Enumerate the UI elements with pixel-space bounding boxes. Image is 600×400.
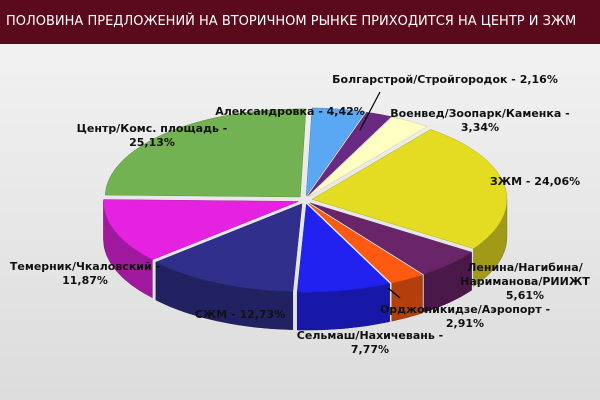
label-line: Военвед/Зоопарк/Каменка - — [390, 107, 569, 120]
label-line: Нариманова/РИИЖТ — [460, 275, 590, 288]
slice — [104, 108, 307, 198]
label-line: 7,77% — [351, 343, 389, 356]
slice — [311, 129, 508, 249]
data-label: Орджоникидзе/Аэропорт -2,91% — [380, 303, 550, 330]
label-line: 25,13% — [129, 136, 175, 149]
label-line: СЖМ - 12,73% — [195, 308, 286, 321]
slice — [308, 203, 424, 284]
slice — [103, 199, 299, 261]
label-line: ЗЖМ - 24,06% — [490, 175, 580, 188]
slice — [296, 203, 391, 293]
label-line: Центр/Комс. площадь - — [77, 122, 228, 135]
slice — [155, 203, 303, 292]
data-label: Центр/Комс. площадь -25,13% — [77, 122, 228, 149]
chart-title: ПОЛОВИНА ПРЕДЛОЖЕНИЙ НА ВТОРИЧНОМ РЫНКЕ … — [0, 0, 600, 44]
label-line: Болгарстрой/Стройгородок - 2,16% — [332, 73, 558, 86]
data-label: Сельмаш/Нахичевань -7,77% — [297, 329, 443, 356]
leader-line — [359, 91, 381, 131]
slice — [308, 116, 428, 197]
data-label: Темерник/Чкаловский -11,87% — [10, 260, 160, 287]
label-line: Александровка - 4,42% — [215, 105, 365, 118]
data-label: Александровка - 4,42% — [215, 105, 365, 118]
data-label: Болгарстрой/Стройгородок - 2,16% — [332, 73, 558, 86]
label-line: 3,34% — [461, 121, 499, 134]
leader-line — [387, 287, 401, 299]
label-line: Ленина/Нагибина/ — [467, 261, 583, 274]
label-line: 2,91% — [446, 317, 484, 330]
slice — [305, 107, 366, 197]
label-line: Темерник/Чкаловский - — [10, 260, 160, 273]
data-label: Военвед/Зоопарк/Каменка -3,34% — [390, 107, 569, 134]
data-label: ЗЖМ - 24,06% — [490, 175, 580, 188]
label-line: Сельмаш/Нахичевань - — [297, 329, 443, 342]
label-line: 11,87% — [62, 274, 108, 287]
slice — [309, 202, 473, 275]
label-line: 5,61% — [506, 289, 544, 302]
slice — [307, 111, 392, 197]
label-line: Орджоникидзе/Аэропорт - — [380, 303, 550, 316]
data-label: Ленина/Нагибина/Нариманова/РИИЖТ 5,61% — [460, 261, 590, 302]
data-label: СЖМ - 12,73% — [195, 308, 286, 321]
